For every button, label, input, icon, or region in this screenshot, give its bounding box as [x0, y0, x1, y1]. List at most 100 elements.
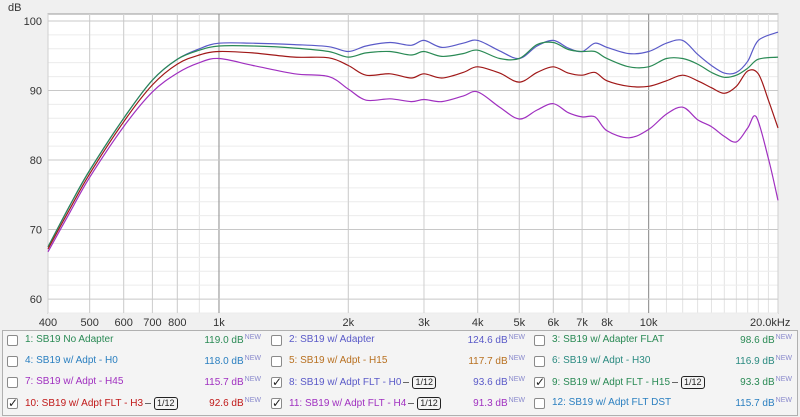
legend-value-text: 93.3 dB	[740, 377, 775, 388]
new-badge: NEW	[508, 334, 525, 341]
legend-checkbox[interactable]	[534, 356, 545, 367]
legend-label-text: 5: SB19 w/ Adpt - H15	[289, 355, 388, 366]
legend-label: 3: SB19 w/ Adapter FLAT	[552, 334, 664, 345]
y-tick-label: 80	[30, 155, 42, 167]
legend-label-text: 12: SB19 w/ Adpt FLT DST	[552, 397, 672, 408]
x-tick-label: 2k	[343, 317, 355, 329]
legend-value: 93.3 dBNEW	[740, 376, 792, 388]
legend-label-text: 2: SB19 w/ Adapter	[289, 334, 375, 345]
legend-checkbox[interactable]	[7, 356, 18, 367]
legend-item[interactable]: 4: SB19 w/ Adpt - H0 118.0 dBNEW	[3, 352, 265, 373]
series-line-1	[47, 31, 779, 248]
legend-value-text: 118.0 dB	[204, 356, 244, 367]
legend-value: 93.6 dBNEW	[473, 376, 525, 388]
legend-value: 119.0 dBNEW	[204, 334, 261, 346]
smoothing-badge[interactable]: 1/12	[681, 376, 705, 389]
smoothing-connector	[672, 381, 679, 383]
legend-item[interactable]: 7: SB19 w/ Adpt - H45 115.7 dBNEW	[3, 373, 265, 394]
smoothing-badge[interactable]: 1/12	[412, 376, 436, 389]
legend-label-text: 4: SB19 w/ Adpt - H0	[25, 355, 118, 366]
legend-value-text: 116.9 dB	[735, 356, 775, 367]
chart-series	[47, 31, 779, 253]
legend-item[interactable]: 6: SB19 w/ Adpt - H30 116.9 dBNEW	[530, 352, 796, 373]
legend-value: 116.9 dBNEW	[735, 355, 792, 367]
frequency-response-chart: 400 500 600 700 800 1k 2k 3k 4k 5k 6k 7k 8k 10k 20.0kH…	[8, 2, 791, 329]
y-tick-label: 100	[24, 16, 42, 28]
chart-axes: 400 500 600 700 800 1k 2k 3k 4k 5k 6k 7k 8k 10k 20.0kH…	[24, 16, 791, 329]
legend-checkbox[interactable]	[7, 335, 18, 346]
smoothing-connector	[145, 402, 152, 404]
smoothing-connector	[403, 381, 410, 383]
y-tick-label: 70	[30, 225, 42, 237]
legend-label: 8: SB19 w/ Adpt FLT - H0 1/12	[289, 376, 436, 389]
legend-label-text: 6: SB19 w/ Adpt - H30	[552, 355, 651, 366]
legend-value-text: 115.7 dB	[735, 398, 775, 409]
x-tick-label: 400	[39, 317, 57, 329]
legend-value-text: 124.6 dB	[467, 335, 508, 346]
plot-area	[47, 13, 779, 314]
legend-item[interactable]: 3: SB19 w/ Adapter FLAT 98.6 dBNEW	[530, 331, 796, 352]
chart-grid	[47, 13, 779, 314]
legend-value-text: 91.3 dB	[473, 398, 508, 409]
legend-item[interactable]: 12: SB19 w/ Adpt FLT DST 115.7 dBNEW	[530, 394, 796, 415]
legend-value-text: 93.6 dB	[473, 377, 508, 388]
legend-checkbox[interactable]	[7, 396, 18, 410]
x-tick-label: 600	[114, 317, 132, 329]
legend-label: 2: SB19 w/ Adapter	[289, 334, 375, 345]
x-tick-label: 8k	[601, 317, 613, 329]
x-tick-label: 7k	[576, 317, 588, 329]
smoothing-badge[interactable]: 1/12	[154, 397, 178, 410]
new-badge: NEW	[508, 376, 525, 383]
legend-panel: 1: SB19 No Adapter 119.0 dBNEW 2: SB19 w/ …	[2, 330, 798, 416]
legend-item[interactable]: 10: SB19 w/ Adpt FLT - H3 1/12 92.6 dBNEW	[3, 394, 265, 415]
legend-label: 9: SB19 w/ Adpt FLT - H15 1/12	[552, 376, 705, 389]
legend-item[interactable]: 8: SB19 w/ Adpt FLT - H0 1/12 93.6 dBNEW	[267, 373, 529, 394]
series-line-2	[47, 41, 779, 248]
legend-item[interactable]: 2: SB19 w/ Adapter 124.6 dBNEW	[267, 331, 529, 352]
x-tick-label: 20.0kHz	[750, 317, 790, 329]
series-line-3	[47, 50, 779, 250]
legend-label-text: 7: SB19 w/ Adpt - H45	[25, 376, 124, 387]
legend-checkbox[interactable]	[271, 335, 282, 346]
legend-value: 115.7 dBNEW	[735, 397, 792, 409]
legend-value-text: 119.0 dB	[204, 335, 244, 346]
legend-label: 10: SB19 w/ Adpt FLT - H3 1/12	[25, 397, 178, 410]
legend-checkbox[interactable]	[271, 375, 282, 389]
legend-checkbox[interactable]	[534, 398, 545, 409]
x-tick-label: 10k	[640, 317, 658, 329]
legend-label-text: 3: SB19 w/ Adapter FLAT	[552, 334, 665, 345]
legend-value: 98.6 dBNEW	[740, 334, 792, 346]
legend-item[interactable]: 9: SB19 w/ Adpt FLT - H15 1/12 93.3 dBNEW	[530, 373, 796, 394]
legend-item[interactable]: 11: SB19 w/ Adpt FLT - H4 1/12 91.3 dBNEW	[267, 394, 529, 415]
legend-value-text: 98.6 dB	[740, 335, 775, 346]
new-badge: NEW	[244, 355, 261, 362]
new-badge: NEW	[508, 397, 525, 404]
legend-label: 12: SB19 w/ Adpt FLT DST	[552, 397, 671, 408]
x-tick-label: 6k	[548, 317, 560, 329]
legend-label: 6: SB19 w/ Adpt - H30	[552, 355, 650, 366]
legend-value: 91.3 dBNEW	[473, 397, 525, 409]
legend-item[interactable]: 5: SB19 w/ Adpt - H15 117.7 dBNEW	[267, 352, 529, 373]
x-tick-label: 800	[168, 317, 186, 329]
legend-label-text: 9: SB19 w/ Adpt FLT - H15	[552, 377, 671, 388]
x-tick-label: 700	[143, 317, 161, 329]
legend-label-text: 10: SB19 w/ Adpt FLT - H3	[25, 398, 144, 409]
legend-checkbox[interactable]	[271, 396, 282, 410]
smoothing-badge[interactable]: 1/12	[417, 397, 441, 410]
legend-item[interactable]: 1: SB19 No Adapter 119.0 dBNEW	[3, 331, 265, 352]
legend-checkbox[interactable]	[534, 335, 545, 346]
legend-value: 92.6 dBNEW	[209, 397, 261, 409]
new-badge: NEW	[775, 397, 792, 404]
legend-value-text: 117.7 dB	[468, 356, 508, 367]
x-tick-label: 1k	[213, 317, 225, 329]
new-badge: NEW	[244, 376, 261, 383]
legend-checkbox[interactable]	[534, 375, 545, 389]
new-badge: NEW	[775, 376, 792, 383]
legend-row: 4: SB19 w/ Adpt - H0 118.0 dBNEW 5: SB19 w…	[3, 352, 799, 373]
legend-checkbox[interactable]	[7, 377, 18, 388]
legend-value-text: 92.6 dB	[209, 398, 244, 409]
legend-checkbox[interactable]	[271, 356, 282, 367]
legend-value: 117.7 dBNEW	[468, 355, 525, 367]
